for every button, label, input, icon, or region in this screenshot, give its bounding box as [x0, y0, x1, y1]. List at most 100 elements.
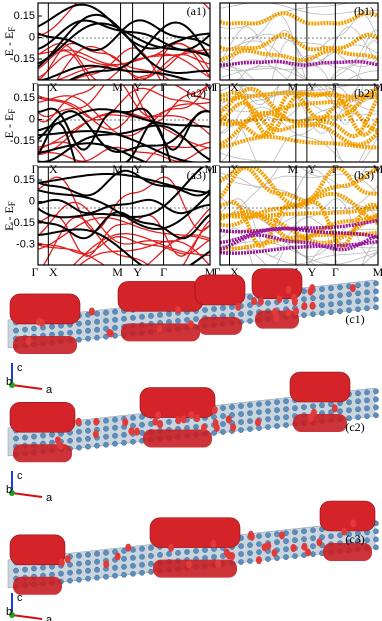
- atom: [76, 320, 82, 327]
- atom: [274, 423, 280, 429]
- density-blob: [285, 285, 292, 294]
- atom: [256, 409, 262, 415]
- density-blob: [88, 307, 95, 316]
- atom: [310, 403, 316, 409]
- atom: [202, 307, 208, 313]
- atom: [274, 555, 280, 561]
- atom: [139, 414, 145, 420]
- atom: [328, 533, 334, 540]
- panel-label: (a3): [187, 168, 206, 182]
- k-point-label: X: [230, 80, 239, 94]
- bands: [38, 85, 210, 162]
- density-blob: [125, 543, 132, 552]
- atom: [49, 571, 55, 578]
- axis-a: [11, 614, 43, 620]
- band-line: [38, 85, 210, 131]
- density-blob: [254, 418, 261, 427]
- atom: [31, 433, 37, 440]
- density-blob: [341, 527, 348, 536]
- atom: [85, 419, 91, 426]
- atom: [112, 324, 118, 331]
- atom: [247, 310, 253, 316]
- density-blob: [273, 313, 280, 322]
- band-line: [220, 3, 350, 29]
- band-line: [42, 216, 210, 265]
- atom: [310, 527, 316, 533]
- atom: [31, 565, 37, 572]
- atom: [373, 388, 379, 395]
- atom: [40, 432, 46, 439]
- atom: [130, 571, 136, 577]
- atom: [355, 398, 361, 405]
- atom: [364, 405, 370, 412]
- k-point-label: M: [112, 265, 123, 279]
- band-line: [220, 85, 378, 116]
- k-point-label: Y: [133, 80, 142, 94]
- atom: [211, 414, 217, 420]
- k-point-label: X: [230, 162, 239, 176]
- density-blob: [92, 430, 99, 439]
- density-blob: [247, 530, 254, 539]
- band-line: [38, 173, 210, 194]
- atom: [13, 327, 19, 334]
- atom: [355, 282, 361, 289]
- atom: [337, 300, 343, 307]
- orbital-band: [220, 233, 378, 252]
- atom: [130, 439, 136, 445]
- band-line: [38, 176, 210, 232]
- band-line: [55, 53, 210, 80]
- density-blob: [75, 417, 82, 426]
- atom: [238, 403, 244, 409]
- atom: [265, 300, 271, 306]
- atom: [49, 431, 55, 438]
- atom: [247, 318, 253, 324]
- atom: [85, 567, 91, 574]
- atom: [112, 564, 118, 571]
- atom: [337, 308, 343, 315]
- atom: [193, 548, 199, 554]
- band-line: [72, 47, 210, 80]
- density-lobe: [149, 517, 241, 548]
- band-line: [220, 248, 378, 265]
- atom: [103, 573, 109, 580]
- density-blob: [128, 427, 135, 436]
- density-blob: [185, 560, 192, 569]
- atom: [139, 422, 145, 428]
- atom: [355, 414, 361, 421]
- density-blob: [57, 441, 64, 450]
- atom: [283, 546, 289, 552]
- atom: [247, 294, 253, 300]
- k-point-label: Y: [133, 162, 142, 176]
- density-lobe: [319, 500, 376, 532]
- density-lobe: [139, 387, 216, 418]
- density-blob: [175, 305, 182, 314]
- atom: [256, 549, 262, 555]
- band-line: [38, 146, 210, 162]
- atom: [22, 434, 28, 441]
- k-point-label: Γ: [32, 265, 39, 279]
- atom: [310, 295, 316, 301]
- atom: [76, 552, 82, 559]
- atom: [139, 546, 145, 552]
- atom: [274, 539, 280, 545]
- y-tick-label: 0.15: [14, 174, 35, 186]
- orbital-band: [220, 167, 378, 207]
- atom: [193, 424, 199, 430]
- atom: [292, 529, 298, 535]
- atom: [364, 397, 370, 404]
- atom: [355, 406, 361, 413]
- atom: [94, 566, 100, 573]
- density-blob: [350, 519, 357, 528]
- atom: [274, 415, 280, 421]
- orbital-band: [220, 91, 378, 127]
- density-blob: [38, 318, 45, 327]
- atom: [121, 439, 127, 446]
- atom: [103, 309, 109, 316]
- density-blob: [156, 420, 163, 429]
- atom: [94, 334, 100, 341]
- density-lobe: [194, 274, 246, 306]
- band-line: [72, 233, 210, 265]
- band-line: [38, 50, 210, 80]
- axis-label: c: [17, 362, 23, 374]
